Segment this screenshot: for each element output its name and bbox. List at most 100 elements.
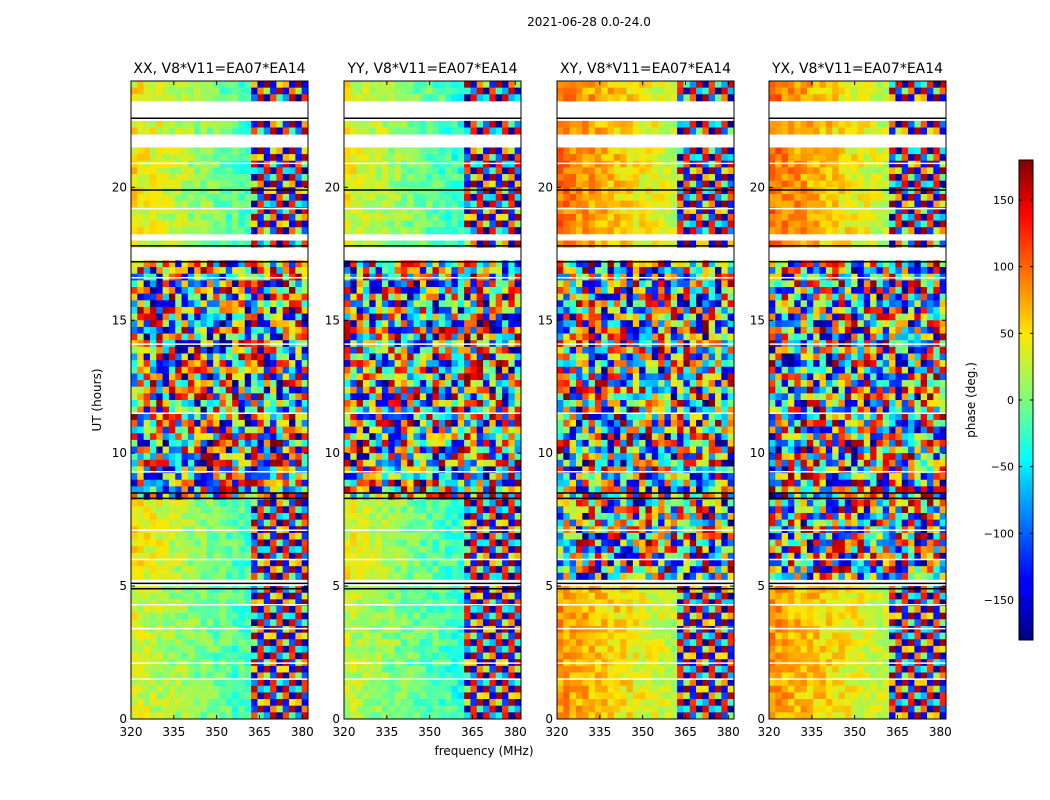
heatmap-cell bbox=[502, 692, 509, 700]
heatmap-cell bbox=[257, 612, 265, 620]
heatmap-cell bbox=[257, 572, 265, 580]
heatmap-cell bbox=[200, 599, 208, 607]
heatmap-cell bbox=[508, 380, 516, 388]
heatmap-cell bbox=[438, 220, 446, 228]
heatmap-cell bbox=[508, 300, 516, 308]
heatmap-cell bbox=[362, 87, 370, 95]
heatmap-cell bbox=[295, 280, 303, 288]
heatmap-cell bbox=[464, 672, 471, 680]
heatmap-cell bbox=[502, 453, 509, 461]
heatmap-cell bbox=[289, 433, 296, 441]
heatmap-cell bbox=[514, 280, 522, 288]
heatmap-cell bbox=[162, 572, 170, 580]
heatmap-cell bbox=[413, 612, 421, 620]
heatmap-cell bbox=[137, 360, 145, 368]
heatmap-cell bbox=[350, 400, 358, 408]
heatmap-cell bbox=[181, 439, 189, 447]
heatmap-cell bbox=[301, 559, 309, 567]
heatmap-cell bbox=[295, 433, 303, 441]
heatmap-cell bbox=[219, 187, 227, 195]
heatmap-cell bbox=[438, 473, 446, 481]
heatmap-cell bbox=[238, 81, 246, 89]
heatmap-cell bbox=[149, 366, 157, 374]
heatmap-cell bbox=[476, 486, 484, 494]
heatmap-cell bbox=[244, 154, 252, 162]
heatmap-cell bbox=[381, 207, 389, 215]
heatmap-cell bbox=[232, 433, 239, 441]
heatmap-cell bbox=[143, 559, 151, 567]
heatmap-cell bbox=[251, 313, 258, 321]
heatmap-cell bbox=[219, 665, 227, 673]
heatmap-cell bbox=[445, 685, 452, 693]
heatmap-cell bbox=[206, 619, 214, 627]
heatmap-cell bbox=[413, 306, 421, 315]
heatmap-cell bbox=[350, 81, 358, 89]
heatmap-cell bbox=[156, 459, 164, 467]
heatmap-cell bbox=[219, 154, 227, 162]
heatmap-cell bbox=[175, 586, 182, 594]
heatmap-cell bbox=[263, 353, 271, 361]
heatmap-cell bbox=[257, 592, 265, 600]
heatmap-cell bbox=[464, 280, 471, 288]
heatmap-cell bbox=[438, 193, 446, 202]
heatmap-cell bbox=[407, 280, 414, 288]
heatmap-cell bbox=[295, 187, 303, 195]
heatmap-cell bbox=[263, 506, 271, 514]
heatmap-cell bbox=[476, 313, 484, 321]
heatmap-cell bbox=[251, 260, 258, 268]
heatmap-cell bbox=[419, 366, 427, 374]
heatmap-cell bbox=[282, 120, 290, 128]
heatmap-cell bbox=[238, 546, 246, 554]
heatmap-cell bbox=[356, 672, 364, 680]
heatmap-cell bbox=[381, 705, 389, 713]
heatmap-cell bbox=[394, 267, 402, 275]
heatmap-cell bbox=[426, 699, 433, 707]
heatmap-cell bbox=[489, 260, 497, 268]
heatmap-cell bbox=[400, 240, 408, 248]
heatmap-cell bbox=[301, 400, 309, 408]
heatmap-cell bbox=[419, 200, 427, 208]
heatmap-cell bbox=[470, 592, 478, 600]
heatmap-cell bbox=[251, 459, 258, 467]
heatmap-cell bbox=[276, 220, 284, 228]
heatmap-cell bbox=[187, 453, 195, 461]
heatmap-cell bbox=[295, 419, 303, 427]
heatmap-cell bbox=[168, 652, 176, 660]
heatmap-cell bbox=[276, 127, 284, 135]
heatmap-cell bbox=[381, 645, 389, 653]
heatmap-cell bbox=[238, 393, 246, 401]
heatmap-cell bbox=[495, 240, 503, 248]
heatmap-cell bbox=[489, 459, 497, 467]
heatmap-cell bbox=[149, 532, 157, 540]
heatmap-cell bbox=[426, 665, 433, 673]
heatmap-cell bbox=[168, 326, 176, 334]
heatmap-cell bbox=[263, 572, 271, 580]
heatmap-cell bbox=[514, 699, 522, 707]
heatmap-cell bbox=[508, 240, 516, 248]
heatmap-cell bbox=[445, 174, 452, 182]
heatmap-cell bbox=[244, 519, 252, 527]
heatmap-cell bbox=[187, 346, 195, 354]
heatmap-cell bbox=[137, 320, 145, 328]
heatmap-cell bbox=[206, 552, 214, 560]
heatmap-cell bbox=[356, 380, 364, 388]
heatmap-cell bbox=[400, 353, 408, 361]
heatmap-cell bbox=[483, 94, 490, 102]
heatmap-cell bbox=[225, 592, 233, 600]
heatmap-cell bbox=[381, 532, 389, 540]
heatmap-cell bbox=[162, 220, 170, 228]
heatmap-cell bbox=[489, 333, 497, 341]
heatmap-cell bbox=[502, 187, 509, 195]
heatmap-cell bbox=[419, 685, 427, 693]
heatmap-cell bbox=[194, 632, 201, 640]
heatmap-cell bbox=[244, 692, 252, 700]
heatmap-cell bbox=[225, 479, 233, 487]
heatmap-cell bbox=[232, 685, 239, 693]
heatmap-cell bbox=[251, 453, 258, 461]
heatmap-cell bbox=[276, 87, 284, 95]
heatmap-cell bbox=[206, 413, 214, 421]
heatmap-cell bbox=[362, 692, 370, 700]
heatmap-cell bbox=[502, 499, 509, 507]
heatmap-cell bbox=[514, 466, 522, 474]
heatmap-cell bbox=[508, 705, 516, 713]
